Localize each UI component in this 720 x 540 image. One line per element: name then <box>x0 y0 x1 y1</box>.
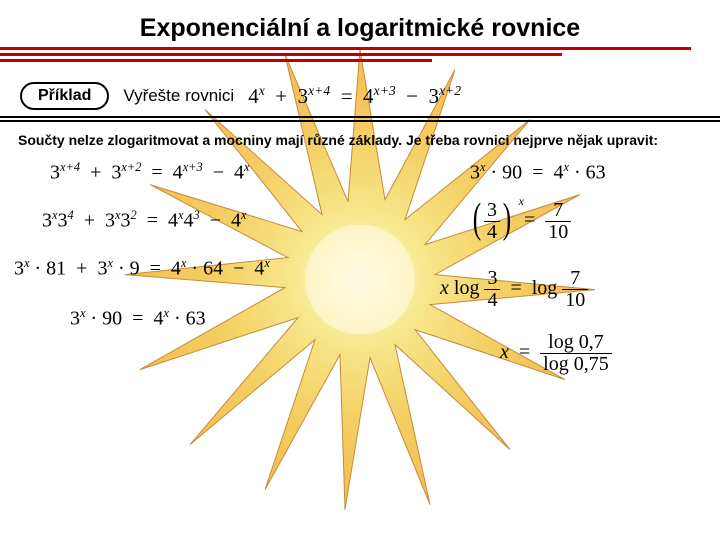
step-r2: (34) x = 710 <box>470 200 571 243</box>
worked-steps: 3x+4 + 3x+2 = 4x+3 − 4x 3x34 + 3x32 = 4x… <box>0 160 720 490</box>
example-row: Příklad Vyřešte rovnici 4x + 3x+4 = 4x+3… <box>20 82 720 110</box>
main-equation: 4x + 3x+4 = 4x+3 − 3x+2 <box>248 83 461 109</box>
red-stripes <box>0 47 720 62</box>
page-title: Exponenciální a logaritmické rovnice <box>0 0 720 43</box>
step-l3: 3x · 81 + 3x · 9 = 4x · 64 − 4x <box>14 256 270 281</box>
step-l1: 3x+4 + 3x+2 = 4x+3 − 4x <box>50 160 250 185</box>
prompt-text: Vyřešte rovnici <box>123 86 234 106</box>
example-pill: Příklad <box>20 82 109 110</box>
explanation-text: Součty nelze zlogaritmovat a mocniny maj… <box>0 122 720 160</box>
step-r1: 3x · 90 = 4x · 63 <box>470 160 606 185</box>
step-r4: x = log 0,7log 0,75 <box>500 332 612 375</box>
step-l4: 3x · 90 = 4x · 63 <box>70 306 206 331</box>
step-l2: 3x34 + 3x32 = 4x43 − 4x <box>42 208 246 233</box>
step-r3: x log 34 = log 710 <box>440 268 588 311</box>
